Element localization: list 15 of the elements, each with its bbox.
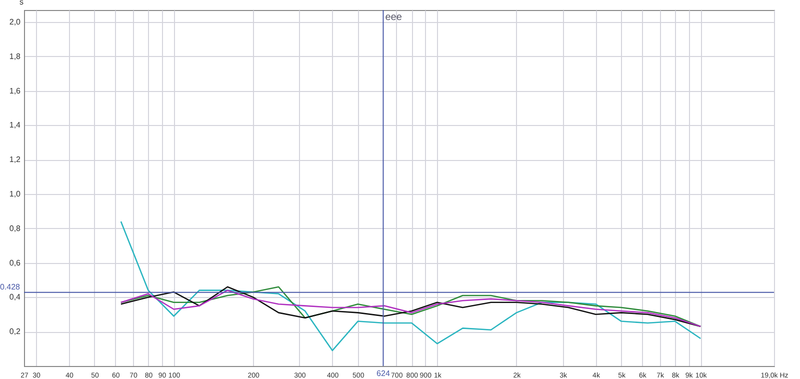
y-tick-label: 1,2: [9, 155, 22, 164]
y-tick-label: 0,8: [9, 224, 22, 233]
annotation: eee: [385, 12, 402, 24]
y-tick-label: 1,0: [9, 190, 22, 199]
y-tick-label: 2,0: [9, 18, 22, 27]
line-series: [120, 220, 702, 352]
ref-line-label: 0.428: [0, 282, 21, 292]
y-tick-label: 1,6: [9, 86, 22, 96]
y-axis-title: s: [20, 0, 24, 6]
y-tick-label: 1,4: [9, 120, 22, 130]
y-tick-label: 0,4: [9, 292, 22, 302]
y-tick-label: 0,6: [9, 258, 22, 268]
ref-line-label: 624: [376, 369, 390, 378]
y-tick-label: 1,8: [9, 52, 22, 61]
y-tick-label: 0,2: [9, 327, 22, 336]
